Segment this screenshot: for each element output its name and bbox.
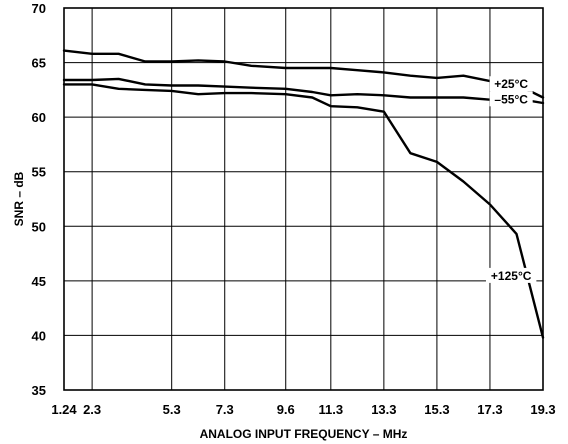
y-tick-label: 60 bbox=[32, 110, 46, 125]
series-label-background bbox=[489, 91, 533, 107]
x-axis-title: ANALOG INPUT FREQUENCY – MHz bbox=[200, 427, 408, 441]
x-tick-label: 13.3 bbox=[371, 402, 396, 417]
x-tick-label: 17.3 bbox=[477, 402, 502, 417]
grid bbox=[63, 7, 544, 391]
y-tick-label: 45 bbox=[32, 274, 46, 289]
x-tick-label: 5.3 bbox=[163, 402, 181, 417]
x-tick-label: 9.6 bbox=[277, 402, 295, 417]
series-label-background bbox=[485, 267, 537, 283]
x-tick-label: 19.3 bbox=[530, 402, 555, 417]
series-label-minus55c: –55°C bbox=[494, 92, 528, 106]
plot-frame bbox=[63, 7, 544, 391]
series-line-minus55c bbox=[62, 77, 545, 105]
y-tick-label: 55 bbox=[32, 165, 46, 180]
y-tick-label: 50 bbox=[32, 219, 46, 234]
x-tick-label: 11.3 bbox=[319, 402, 344, 417]
y-tick-label: 70 bbox=[32, 1, 46, 16]
x-tick-label: 15.3 bbox=[424, 402, 449, 417]
x-tick-label: 7.3 bbox=[216, 402, 234, 417]
series-line-plus25c bbox=[62, 49, 545, 99]
y-axis-ticks: 35 40 45 50 55 60 65 70 bbox=[32, 1, 46, 398]
x-tick-label: 1.24 bbox=[51, 402, 77, 417]
series-label-plus125c: +125°C bbox=[491, 269, 532, 283]
y-tick-label: 35 bbox=[32, 383, 46, 398]
y-tick-label: 40 bbox=[32, 328, 46, 343]
series-line-plus125c bbox=[62, 83, 545, 339]
series-lines bbox=[62, 49, 545, 339]
series-label-plus25c: +25°C bbox=[494, 77, 528, 91]
series-label-background bbox=[489, 76, 533, 92]
x-axis-ticks: 1.24 2.3 5.3 7.3 9.6 11.3 13.3 15.3 17.3 19.3 bbox=[51, 402, 555, 417]
y-tick-label: 65 bbox=[32, 56, 46, 71]
x-tick-label: 2.3 bbox=[83, 402, 101, 417]
y-axis-title: SNR – dB bbox=[12, 171, 26, 226]
series-labels: +25°C–55°C +125°C bbox=[485, 76, 537, 283]
